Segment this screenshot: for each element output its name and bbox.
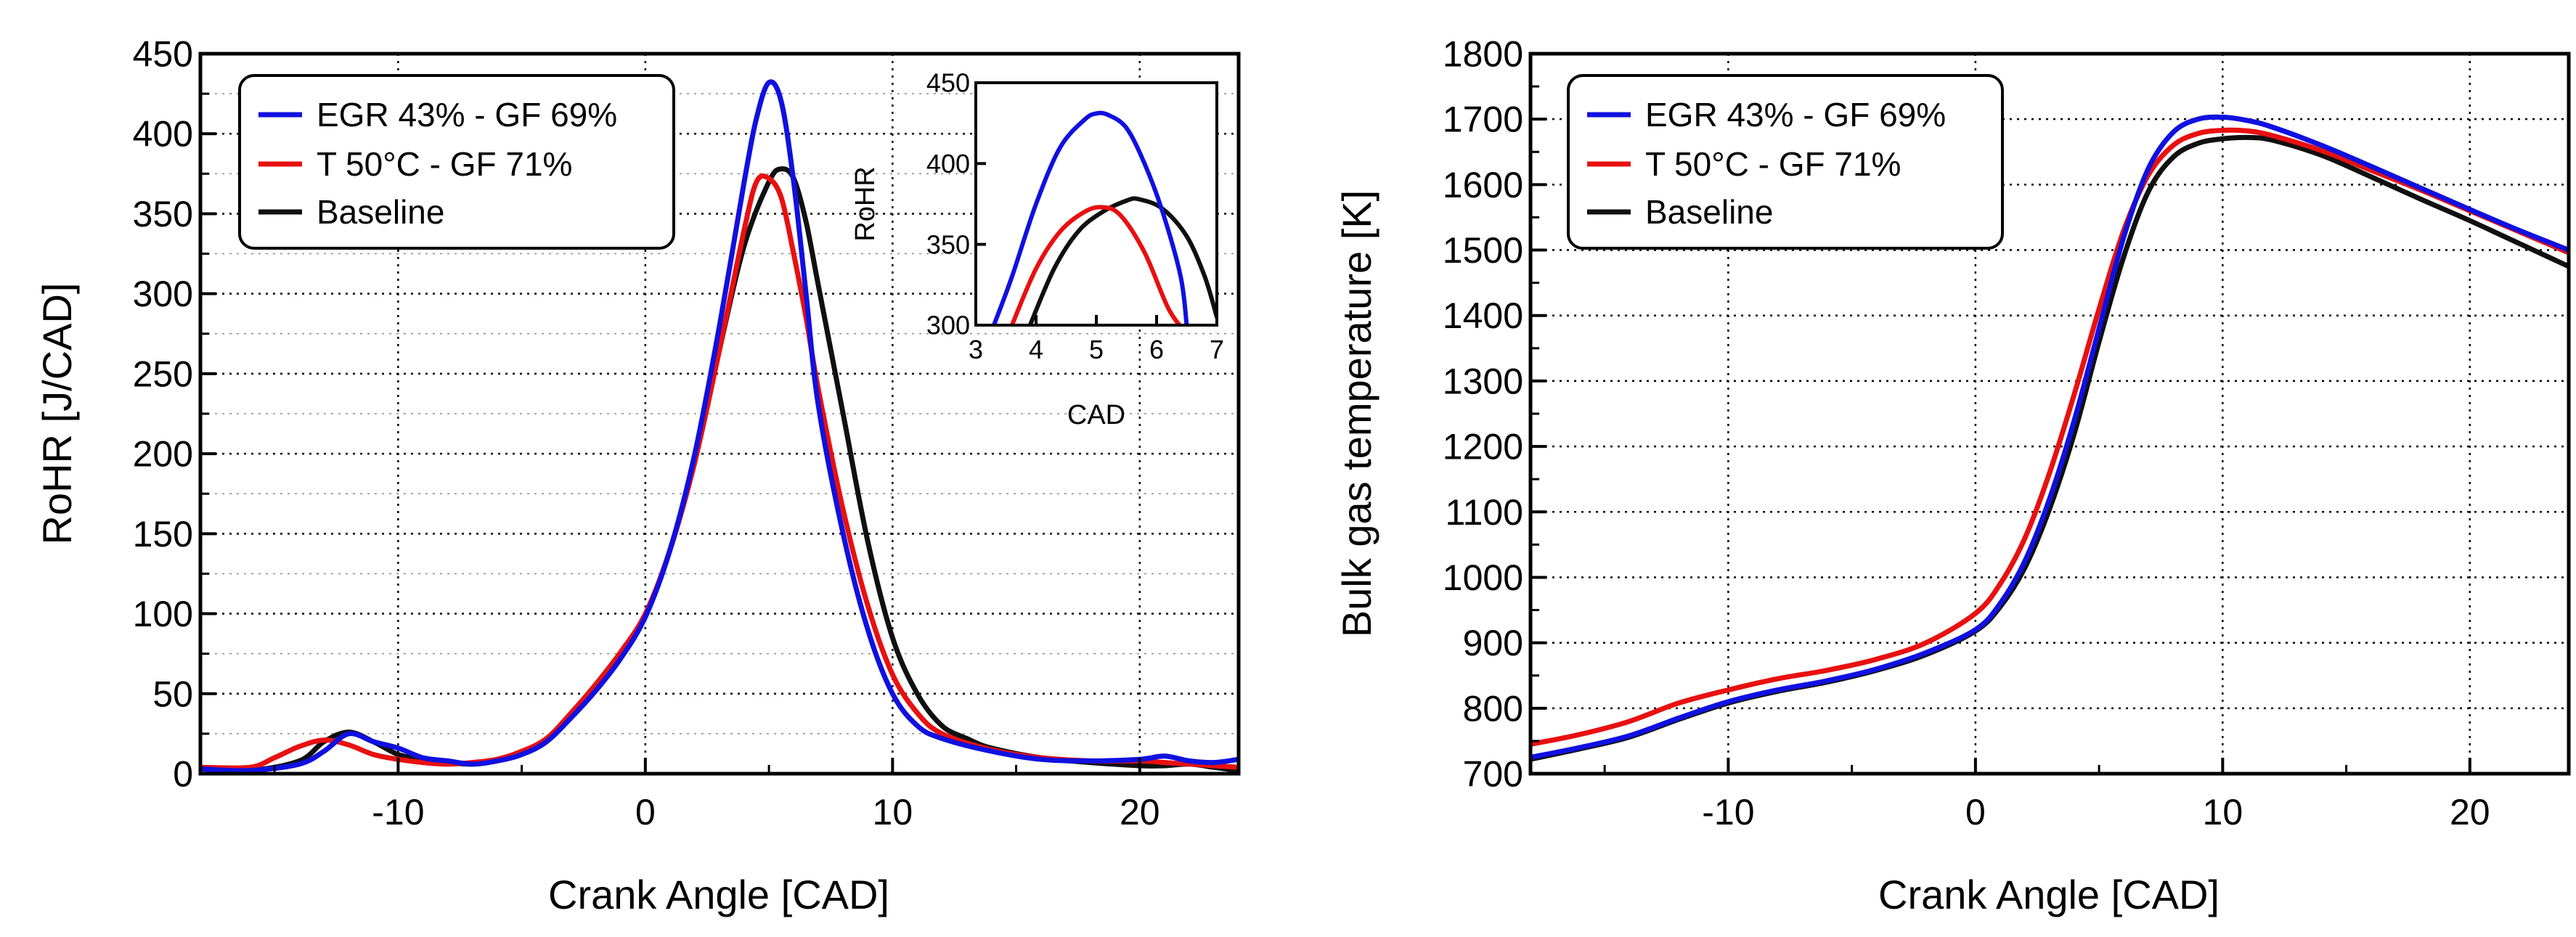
temperature-ytick-label-0: 700: [1463, 754, 1523, 795]
temperature-legend-box: [1567, 74, 2004, 250]
temperature-ytick-label-9: 1600: [1443, 165, 1523, 205]
rohr-series-line-0: [200, 79, 1239, 774]
rohr-ytick-label-2: 100: [133, 594, 193, 634]
temperature-xtick-label-1: 0: [1965, 792, 1986, 832]
temperature-ytick-label-3: 1000: [1443, 557, 1523, 598]
rohr-y-axis-label: RoHR [J/CAD]: [34, 283, 80, 545]
temperature-legend: EGR 43% - GF 69% T 50°C - GF 71% Baselin…: [1567, 74, 2004, 250]
rohr-inset-series-lines: [991, 110, 1217, 325]
rohr-inset-xtick-label-4: 7: [1210, 335, 1224, 364]
rohr-inset-series-line-1: [1009, 205, 1183, 325]
rohr-ytick-label-9: 450: [133, 34, 193, 75]
rohr-inset-xtick-label-0: 3: [969, 335, 983, 364]
rohr-ytick-label-8: 400: [133, 114, 193, 155]
rohr-inset-series-line-0: [991, 110, 1189, 325]
temperature-xtick-label-3: 20: [2450, 792, 2490, 832]
rohr-ticks: 0 50 100 150 200 250 300 350 400 450 -10 0 10 20: [133, 34, 1160, 833]
rohr-inset-series-line-2: [1027, 196, 1217, 325]
temperature-xtick-label-2: 10: [2203, 792, 2243, 832]
rohr-x-axis-label: Crank Angle [CAD]: [548, 872, 889, 917]
temperature-series-line-1: [1530, 127, 2569, 747]
temperature-series-line-0: [1530, 114, 2569, 760]
temperature-ytick-label-8: 1500: [1443, 230, 1523, 271]
temperature-x-axis-label: Crank Angle [CAD]: [1878, 872, 2220, 917]
rohr-legend-label-baseline: Baseline: [317, 193, 444, 231]
rohr-ytick-label-0: 0: [173, 754, 193, 795]
temperature-ytick-label-4: 1100: [1445, 492, 1523, 533]
rohr-inset-xtick-label-1: 4: [1029, 335, 1043, 364]
rohr-xtick-label-1: 0: [635, 792, 656, 832]
rohr-inset-ticks: 300 350 400 450 3 4 5 6 7: [926, 68, 1224, 364]
rohr-xtick-label-3: 20: [1120, 792, 1160, 832]
rohr-inset-background: [976, 83, 1217, 325]
rohr-inset-ytick-label-0: 300: [926, 311, 970, 340]
rohr-inset-ytick-label-3: 450: [926, 68, 970, 98]
rohr-ytick-label-5: 250: [133, 353, 193, 394]
temperature-ytick-label-7: 1400: [1443, 295, 1523, 336]
rohr-inset-ytick-label-1: 350: [926, 229, 970, 259]
rohr-xtick-label-2: 10: [873, 792, 913, 832]
temperature-legend-label-baseline: Baseline: [1645, 193, 1773, 231]
rohr-ytick-label-3: 150: [133, 514, 193, 555]
rohr-xtick-label-0: -10: [372, 792, 424, 832]
temperature-chart: 700 800 900 1000 1100 1200 1300 1400 1500 1600 170…: [1334, 34, 2571, 917]
temperature-xtick-label-0: -10: [1702, 792, 1754, 832]
temperature-ytick-label-2: 900: [1463, 623, 1523, 663]
rohr-legend: EGR 43% - GF 69% T 50°C - GF 71% Baselin…: [238, 74, 675, 250]
rohr-legend-label-temp: T 50°C - GF 71%: [317, 145, 572, 183]
temperature-ticks: 700 800 900 1000 1100 1200 1300 1400 1500 1600 170…: [1443, 34, 2490, 833]
temperature-ytick-label-1: 800: [1463, 688, 1523, 729]
temperature-ytick-label-11: 1800: [1443, 34, 1523, 75]
rohr-inset-x-axis-label: CAD: [1067, 400, 1125, 430]
rohr-inset-xtick-label-3: 6: [1149, 335, 1164, 364]
rohr-legend-label-egr: EGR 43% - GF 69%: [317, 96, 617, 134]
temperature-y-axis-label: Bulk gas temperature [K]: [1334, 190, 1379, 637]
temperature-ytick-label-10: 1700: [1443, 99, 1523, 140]
rohr-series-lines: [200, 79, 1239, 774]
rohr-inset-y-axis-label: RoHR: [850, 166, 881, 241]
rohr-inset: 300 350 400 450 3 4 5 6 7 CAD RoHR: [850, 68, 1224, 430]
temperature-ytick-label-5: 1200: [1443, 427, 1523, 467]
temperature-legend-label-egr: EGR 43% - GF 69%: [1645, 96, 1946, 134]
rohr-ytick-label-6: 300: [133, 274, 193, 314]
temperature-grid: [1530, 54, 2569, 774]
rohr-ytick-label-7: 350: [133, 194, 193, 234]
rohr-inset-ytick-label-2: 400: [926, 149, 970, 179]
rohr-inset-xtick-label-2: 5: [1089, 335, 1104, 364]
rohr-ytick-label-1: 50: [152, 674, 193, 714]
rohr-legend-box: [238, 74, 675, 250]
rohr-ytick-label-4: 200: [133, 434, 193, 475]
temperature-ytick-label-6: 1300: [1443, 361, 1523, 401]
temperature-legend-label-temp: T 50°C - GF 71%: [1645, 145, 1901, 183]
temperature-series-lines: [1530, 114, 2569, 762]
rohr-chart: 0 50 100 150 200 250 300 350 400 450 -10 0 10 20 Cran…: [34, 34, 1241, 917]
